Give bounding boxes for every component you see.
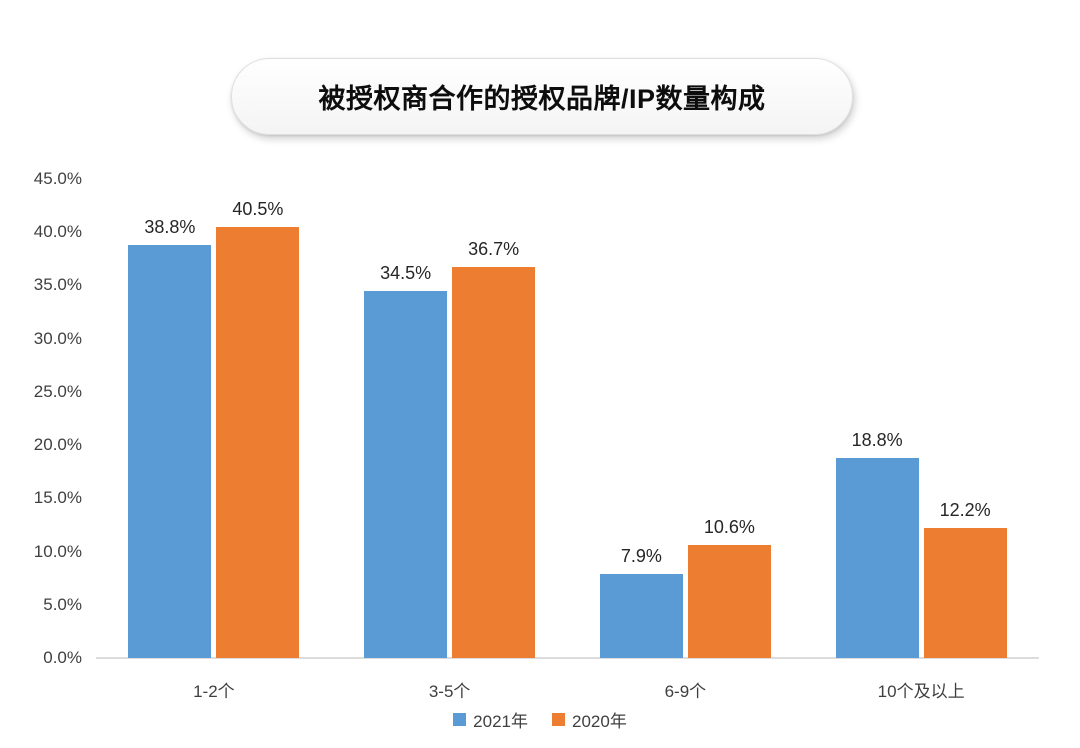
legend: 2021年 2020年 [0,707,1080,732]
bar-value-label-2021-group1: 34.5% [380,262,432,283]
y-axis-tick-label: 10.0% [33,541,82,561]
bar-value-label-2020-group0: 40.5% [232,198,284,219]
y-axis-tick-label: 20.0% [33,435,82,455]
bar-2021-group1 [364,290,448,658]
bar-2020-group3 [923,528,1007,658]
y-axis-tick-label: 45.0% [33,169,82,188]
legend-swatch-2021 [453,713,467,726]
bar-2020-group2 [687,545,771,658]
bar-2020-group1 [452,267,536,658]
legend-item-2021: 2021年 [453,707,528,732]
bar-value-label-2021-group3: 18.8% [851,429,903,450]
y-axis-tick-label: 40.0% [33,222,82,242]
legend-item-2020: 2020年 [552,707,627,732]
x-axis-category-label: 1-2个 [193,682,235,701]
bar-value-label-2020-group3: 12.2% [939,500,991,521]
y-axis-tick-label: 25.0% [33,381,82,401]
y-axis-tick-label: 0.0% [43,648,82,667]
chart-title-pill: 被授权商合作的授权品牌/IP数量构成 [231,58,853,135]
legend-label-2020: 2020年 [572,712,627,731]
bar-2021-group0 [128,244,212,658]
bar-2021-group2 [599,573,683,658]
x-axis-category-label: 6-9个 [664,682,707,701]
bar-value-label-2021-group0: 38.8% [144,216,196,237]
y-axis-tick-label: 5.0% [43,594,82,614]
legend-swatch-2020 [552,713,565,726]
x-axis-category-label: 10个及以上 [877,682,965,701]
bar-value-label-2020-group2: 10.6% [703,517,755,538]
bar-2020-group0 [216,226,300,658]
bar-value-label-2021-group2: 7.9% [620,545,662,566]
legend-label-2021: 2021年 [473,712,528,731]
bar-2021-group3 [835,457,919,658]
x-axis-category-label: 3-5个 [428,682,471,701]
x-axis-line [96,657,1039,659]
y-axis-tick-label: 15.0% [33,488,82,508]
bar-value-label-2020-group1: 36.7% [468,239,520,260]
y-axis-tick-label: 30.0% [33,328,82,348]
y-axis-tick-label: 35.0% [33,275,82,295]
chart-title: 被授权商合作的授权品牌/IP数量构成 [318,84,766,114]
